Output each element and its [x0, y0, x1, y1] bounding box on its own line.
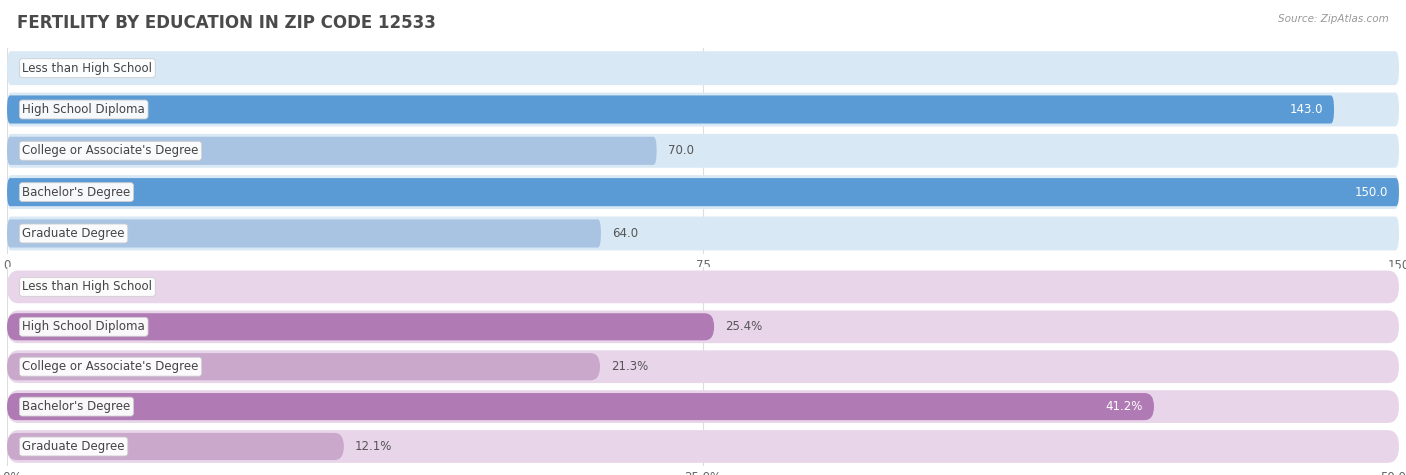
Text: 70.0: 70.0: [668, 144, 693, 157]
Text: Bachelor's Degree: Bachelor's Degree: [22, 186, 131, 199]
FancyBboxPatch shape: [7, 217, 1399, 250]
Text: 150.0: 150.0: [1354, 186, 1388, 199]
Text: High School Diploma: High School Diploma: [22, 103, 145, 116]
FancyBboxPatch shape: [7, 433, 344, 460]
Text: 0.0: 0.0: [18, 62, 37, 75]
FancyBboxPatch shape: [7, 175, 1399, 209]
Text: FERTILITY BY EDUCATION IN ZIP CODE 12533: FERTILITY BY EDUCATION IN ZIP CODE 12533: [17, 14, 436, 32]
Text: 0.0%: 0.0%: [18, 280, 48, 294]
FancyBboxPatch shape: [7, 351, 1399, 383]
Text: 41.2%: 41.2%: [1105, 400, 1143, 413]
Text: 25.4%: 25.4%: [725, 320, 762, 333]
Text: Less than High School: Less than High School: [22, 62, 152, 75]
FancyBboxPatch shape: [7, 393, 1154, 420]
FancyBboxPatch shape: [7, 93, 1399, 126]
Text: 21.3%: 21.3%: [612, 360, 648, 373]
FancyBboxPatch shape: [7, 95, 1334, 124]
Text: Source: ZipAtlas.com: Source: ZipAtlas.com: [1278, 14, 1389, 24]
Text: Graduate Degree: Graduate Degree: [22, 227, 125, 240]
FancyBboxPatch shape: [7, 271, 1399, 303]
FancyBboxPatch shape: [7, 178, 1399, 206]
Text: High School Diploma: High School Diploma: [22, 320, 145, 333]
Text: 64.0: 64.0: [612, 227, 638, 240]
FancyBboxPatch shape: [7, 430, 1399, 463]
FancyBboxPatch shape: [7, 134, 1399, 168]
FancyBboxPatch shape: [7, 313, 714, 341]
FancyBboxPatch shape: [7, 219, 600, 247]
Text: College or Associate's Degree: College or Associate's Degree: [22, 144, 198, 157]
FancyBboxPatch shape: [7, 353, 600, 380]
Text: Less than High School: Less than High School: [22, 280, 152, 294]
Text: Graduate Degree: Graduate Degree: [22, 440, 125, 453]
FancyBboxPatch shape: [7, 390, 1399, 423]
FancyBboxPatch shape: [7, 137, 657, 165]
Text: College or Associate's Degree: College or Associate's Degree: [22, 360, 198, 373]
Text: 12.1%: 12.1%: [354, 440, 392, 453]
Text: 143.0: 143.0: [1289, 103, 1323, 116]
FancyBboxPatch shape: [7, 51, 1399, 85]
FancyBboxPatch shape: [7, 311, 1399, 343]
Text: Bachelor's Degree: Bachelor's Degree: [22, 400, 131, 413]
